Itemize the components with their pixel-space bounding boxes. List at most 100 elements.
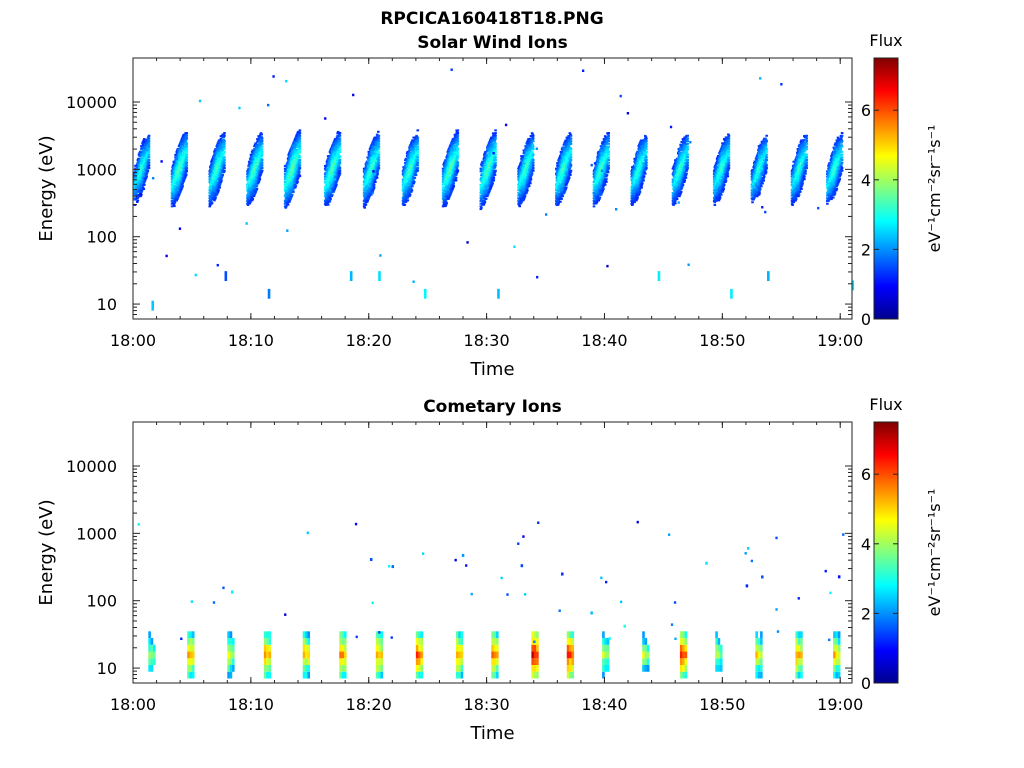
spectrogram-cell [449, 154, 453, 157]
spectrogram-cell [366, 198, 370, 201]
spectrogram-cell [486, 154, 489, 157]
spectrogram-cell [377, 145, 381, 148]
spectrogram-cell [257, 176, 261, 179]
spectrogram-cell [566, 170, 569, 173]
spectrogram-cell [298, 173, 301, 176]
spectrogram-cell [377, 140, 381, 143]
spectrogram-cell [412, 179, 415, 182]
spectrogram-cell [596, 160, 600, 163]
spectrogram-cell [494, 134, 497, 137]
spectrogram-cell [491, 175, 495, 178]
spectrogram-cell [338, 132, 342, 135]
spectrogram-cell [185, 161, 189, 164]
spectrogram-cell [455, 144, 459, 147]
spectrogram-cell [530, 142, 534, 145]
spectrogram-cell [483, 160, 487, 163]
spectrogram-cell [482, 203, 486, 206]
spectrogram-cell [558, 161, 562, 164]
spectrogram-cell [484, 187, 488, 190]
spectrogram-cell [329, 189, 332, 192]
spectrogram-cell [257, 167, 260, 170]
spectrogram-cell [442, 186, 446, 189]
spectrogram-cell [176, 172, 180, 175]
spectrogram-cell [333, 186, 337, 189]
spectrogram-cell [336, 157, 340, 160]
spectrogram-cell [493, 157, 497, 160]
spectrogram-cell [567, 135, 570, 138]
spectrogram-cell [210, 171, 213, 174]
spectrogram-cell [364, 203, 368, 206]
spectrogram-cell [220, 152, 223, 155]
spectrogram-cell [298, 137, 302, 140]
spectrogram-cell [176, 196, 180, 199]
spectrogram-cell [484, 150, 487, 153]
spectrogram-cell [597, 171, 601, 174]
spectrogram-cell [147, 155, 150, 158]
spectrogram-cell [519, 161, 523, 164]
spectrogram-cell [151, 300, 155, 311]
spectrogram-cell [179, 167, 183, 170]
spectrogram-cell [260, 152, 263, 155]
spectrogram-cell [494, 158, 497, 161]
spectrogram-cell [451, 183, 455, 186]
spectrogram-cell [147, 137, 151, 140]
spectrogram-cell [484, 172, 487, 175]
spectrogram-cell [455, 130, 459, 133]
spectrogram-cell [260, 169, 264, 172]
spectrogram-cell [365, 168, 369, 171]
spectrogram-cell [376, 155, 380, 158]
spectrogram-cell [223, 161, 226, 164]
spectrogram-cell [185, 167, 189, 170]
spectrogram-cell [367, 196, 371, 199]
spectrogram-cell [376, 165, 380, 168]
spectrogram-cell [448, 172, 452, 175]
spectrogram-cell [371, 189, 375, 192]
spectrogram-cell [334, 150, 338, 153]
spectrogram-cell [602, 177, 605, 180]
spectrogram-cell [490, 164, 494, 167]
spectrogram-cell [136, 169, 140, 172]
spectrogram-cell [147, 142, 151, 145]
spectrogram-cell [338, 134, 342, 137]
spectrogram-cell [254, 189, 258, 192]
spectrogram-cell [219, 167, 223, 170]
spectrogram-cell [287, 175, 291, 178]
spectrogram-cell [141, 173, 145, 176]
spectrogram-cell [251, 197, 255, 200]
spectrogram-cell [250, 196, 254, 199]
spectrogram-cell [447, 174, 451, 177]
spectrogram-cell [453, 154, 456, 157]
spectrogram-cell [217, 148, 220, 151]
spectrogram-cell [185, 153, 189, 156]
spectrogram-cell [184, 163, 188, 166]
spectrogram-cell [184, 155, 188, 158]
spectrogram-cell [139, 178, 143, 181]
spectrogram-cell [260, 157, 263, 160]
spectrogram-cell [338, 167, 342, 170]
spectrogram-cell [602, 151, 606, 154]
spectrogram-cell [174, 168, 178, 171]
spectrogram-cell [338, 160, 341, 163]
spectrogram-cell [376, 157, 380, 160]
spectrogram-cell [284, 168, 288, 171]
spectrogram-cell [180, 187, 183, 190]
spectrogram-cell [406, 156, 410, 159]
spectrogram-cell [453, 168, 457, 171]
spectrogram-cell [184, 133, 188, 136]
spectrogram-cell [323, 194, 327, 197]
spectrogram-cell [450, 190, 453, 193]
spectrogram-cell [297, 172, 301, 175]
spectrogram-cell [601, 189, 605, 192]
spectrogram-cell [414, 153, 417, 156]
spectrogram-cell [219, 139, 222, 142]
spectrogram-cell [598, 196, 602, 199]
spectrogram-cell [248, 186, 252, 189]
spectrogram-cell [526, 186, 529, 189]
spectrogram-cell [215, 193, 219, 196]
spectrogram-cell [290, 193, 294, 196]
spectrogram-cell [409, 186, 413, 189]
spectrogram-cell [491, 132, 495, 135]
spectrogram-cell [455, 146, 459, 149]
spectrogram-cell [179, 175, 183, 178]
spectrogram-cell [569, 142, 573, 145]
